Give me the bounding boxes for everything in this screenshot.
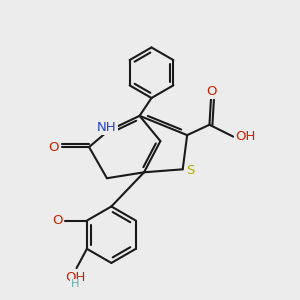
Text: O: O [52,214,62,227]
Text: O: O [206,85,217,98]
Text: OH: OH [236,130,256,143]
Text: NH: NH [97,121,117,134]
Text: H: H [71,280,79,290]
Text: OH: OH [65,271,85,284]
Text: O: O [48,140,59,154]
Text: S: S [186,164,194,177]
